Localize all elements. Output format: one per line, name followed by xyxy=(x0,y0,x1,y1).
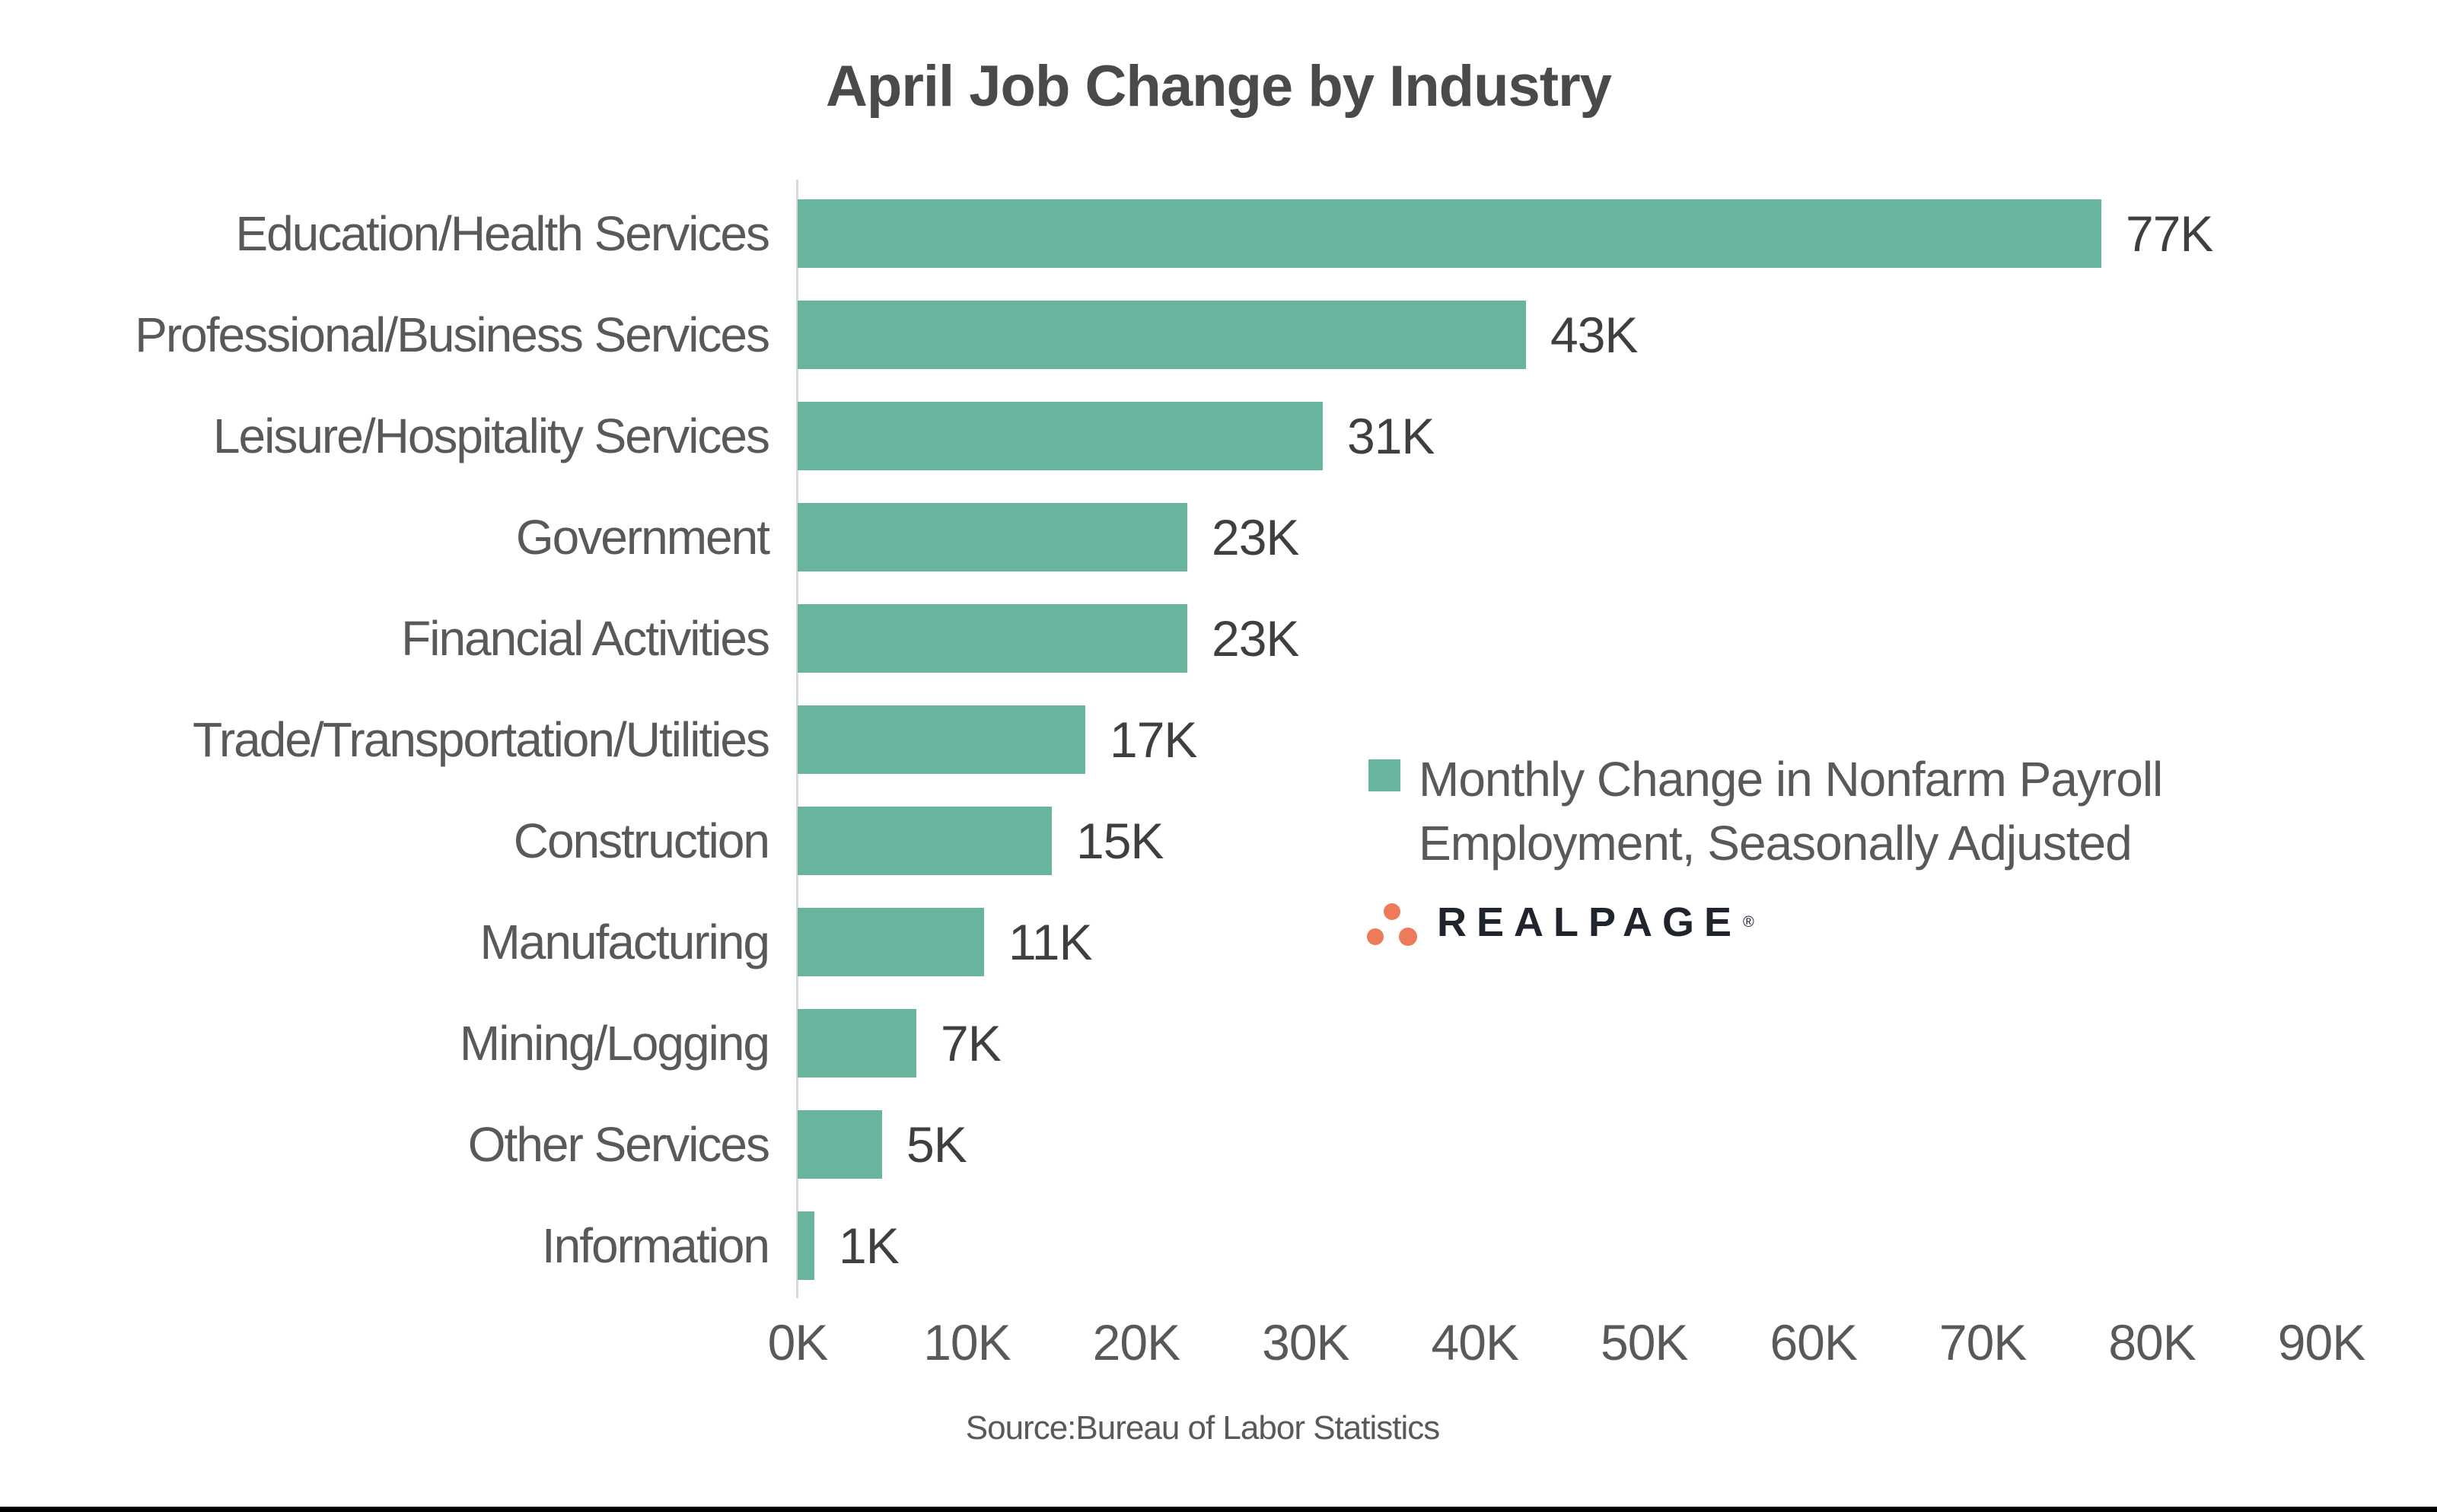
x-tick-label: 40K xyxy=(1431,1314,1519,1370)
value-label: 15K xyxy=(1076,812,1164,869)
bar-chart: Education/Health Services 77K Professional… xyxy=(0,183,2437,1296)
y-axis-line xyxy=(796,180,798,1298)
bar xyxy=(798,907,984,976)
bar xyxy=(798,806,1052,875)
value-label: 7K xyxy=(941,1014,1002,1071)
chart-row: Trade/Transportation/Utilities 17K xyxy=(0,689,2437,790)
registered-trademark-symbol: ® xyxy=(1743,913,1754,931)
bar xyxy=(798,1211,814,1280)
realpage-logo: REALPAGE ® xyxy=(1367,896,1754,948)
chart-row: Mining/Logging 7K xyxy=(0,992,2437,1093)
bar xyxy=(798,603,1187,673)
chart-row: Construction 15K xyxy=(0,790,2437,891)
value-label: 31K xyxy=(1347,407,1435,464)
x-tick-label: 30K xyxy=(1262,1314,1349,1370)
category-label: Financial Activities xyxy=(401,610,770,666)
category-label: Government xyxy=(515,509,770,565)
category-label: Professional/Business Services xyxy=(135,307,770,362)
x-axis: 0K 10K 20K 30K 40K 50K 60K 70K 80K 90K xyxy=(0,1313,2437,1382)
x-tick-label: 20K xyxy=(1092,1314,1180,1370)
category-label: Construction xyxy=(513,813,770,868)
chart-row: Leisure/Hospitality Services 31K xyxy=(0,385,2437,486)
chart-row: Professional/Business Services 43K xyxy=(0,284,2437,385)
category-label: Other Services xyxy=(467,1116,770,1172)
value-label: 43K xyxy=(1550,306,1638,363)
category-label: Education/Health Services xyxy=(235,205,770,261)
x-tick-label: 70K xyxy=(1938,1314,2027,1370)
value-label: 23K xyxy=(1212,508,1299,565)
bar xyxy=(798,300,1526,369)
chart-row: Other Services 5K xyxy=(0,1093,2437,1195)
value-label: 23K xyxy=(1212,610,1299,667)
chart-row: Information 1K xyxy=(0,1195,2437,1296)
category-label: Information xyxy=(541,1218,770,1273)
value-label: 17K xyxy=(1110,711,1197,768)
legend: Monthly Change in Nonfarm Payroll Employ… xyxy=(1368,747,2317,876)
category-label: Manufacturing xyxy=(479,914,770,969)
value-label: 77K xyxy=(2126,205,2213,262)
chart-title: April Job Change by Industry xyxy=(826,54,1612,119)
value-label: 5K xyxy=(906,1116,967,1173)
x-tick-label: 90K xyxy=(2277,1314,2365,1370)
bar xyxy=(798,401,1323,470)
source-caption: Source:Bureau of Labor Statistics xyxy=(965,1409,1440,1447)
category-label: Mining/Logging xyxy=(459,1015,770,1071)
x-tick-label: 80K xyxy=(2108,1314,2196,1370)
chart-row: Education/Health Services 77K xyxy=(0,183,2437,284)
chart-row: Manufacturing 11K xyxy=(0,891,2437,992)
category-label: Trade/Transportation/Utilities xyxy=(193,711,770,767)
bottom-divider xyxy=(0,1507,2437,1512)
bar xyxy=(798,1109,882,1179)
value-label: 11K xyxy=(1008,913,1093,970)
bar xyxy=(798,1008,916,1077)
chart-row: Financial Activities 23K xyxy=(0,587,2437,689)
x-tick-label: 10K xyxy=(923,1314,1011,1370)
x-tick-label: 0K xyxy=(767,1314,829,1370)
bar xyxy=(798,502,1187,571)
bar xyxy=(798,199,2101,268)
value-label: 1K xyxy=(839,1217,900,1274)
realpage-wordmark: REALPAGE xyxy=(1437,899,1742,945)
category-label: Leisure/Hospitality Services xyxy=(212,408,770,463)
realpage-dots-icon xyxy=(1367,903,1417,946)
chart-row: Government 23K xyxy=(0,486,2437,587)
x-tick-label: 50K xyxy=(1601,1314,1688,1370)
x-tick-label: 60K xyxy=(1770,1314,1857,1370)
legend-label: Monthly Change in Nonfarm Payroll Employ… xyxy=(1419,752,2163,871)
legend-marker-icon xyxy=(1368,759,1400,791)
bar xyxy=(798,705,1085,774)
